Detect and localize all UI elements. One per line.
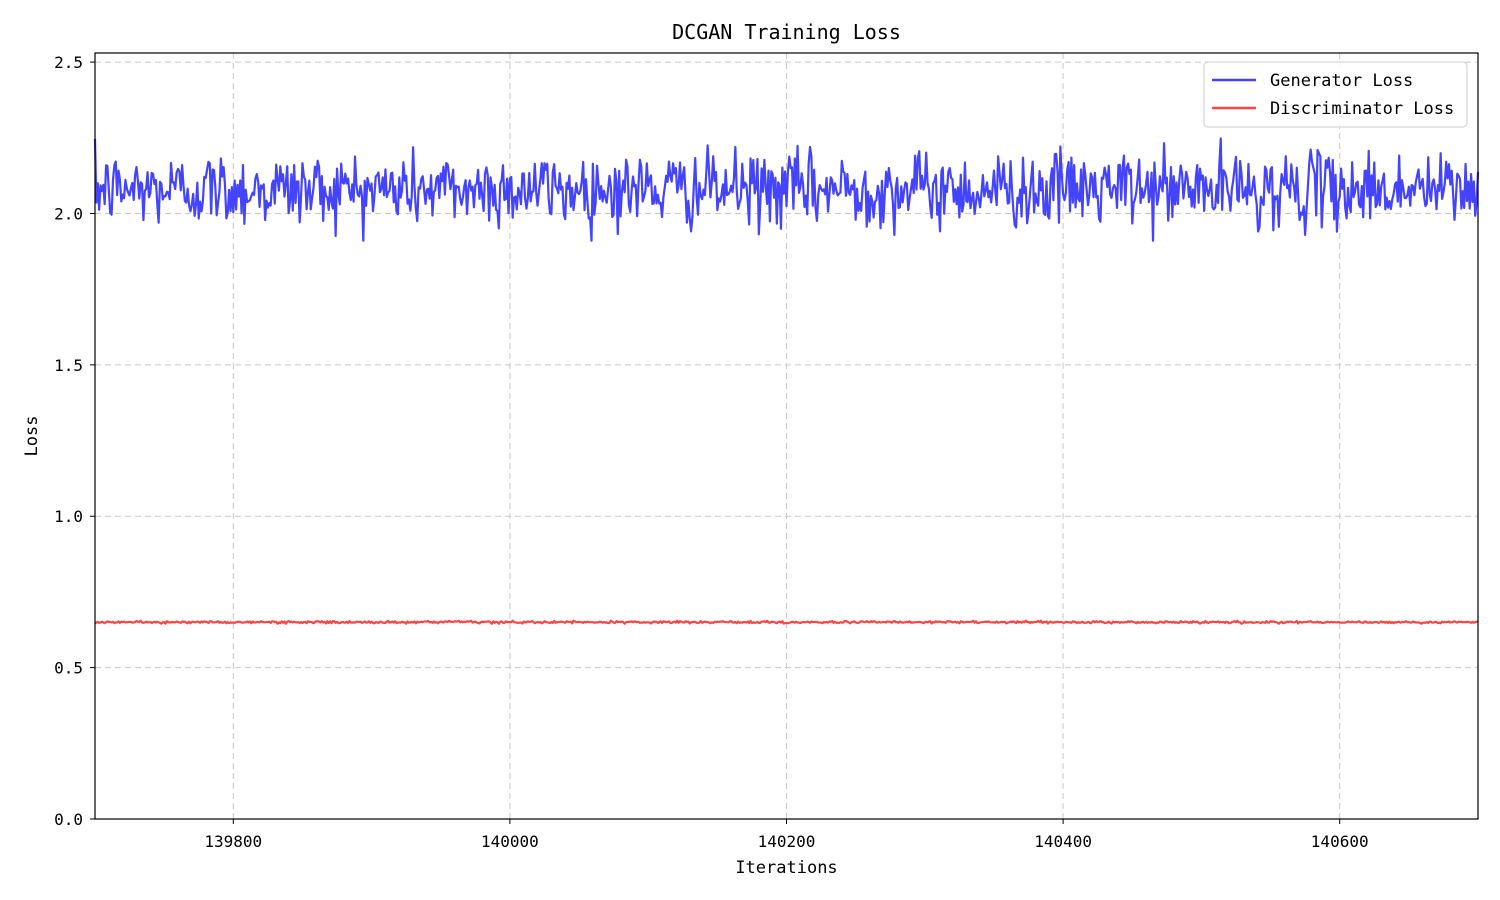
x-tick-label: 140600 bbox=[1311, 832, 1369, 851]
x-tick-label: 140400 bbox=[1034, 832, 1092, 851]
y-tick-label: 2.0 bbox=[54, 204, 83, 223]
y-axis-ticks: 0.0 0.5 1.0 1.5 2.0 2.5 bbox=[54, 53, 95, 829]
y-tick-label: 0.5 bbox=[54, 659, 83, 678]
y-tick-label: 0.0 bbox=[54, 810, 83, 829]
x-axis-ticks: 139800 140000 140200 140400 140600 bbox=[204, 819, 1369, 851]
y-tick-label: 2.5 bbox=[54, 53, 83, 72]
legend: Generator Loss Discriminator Loss bbox=[1203, 61, 1468, 128]
x-tick-label: 139800 bbox=[204, 832, 262, 851]
y-tick-label: 1.5 bbox=[54, 356, 83, 375]
legend-box bbox=[1203, 61, 1468, 128]
chart-title: DCGAN Training Loss bbox=[672, 20, 901, 44]
y-tick-label: 1.0 bbox=[54, 507, 83, 526]
y-axis-label: Loss bbox=[22, 416, 42, 457]
series-group bbox=[93, 137, 1480, 625]
series-line-discriminator bbox=[94, 619, 1479, 625]
series-line-generator bbox=[93, 137, 1480, 242]
x-axis-label: Iterations bbox=[735, 858, 837, 878]
x-tick-label: 140200 bbox=[758, 832, 816, 851]
grid bbox=[95, 53, 1478, 819]
legend-label: Generator Loss bbox=[1270, 71, 1413, 91]
x-tick-label: 140000 bbox=[481, 832, 539, 851]
legend-label: Discriminator Loss bbox=[1270, 99, 1454, 119]
